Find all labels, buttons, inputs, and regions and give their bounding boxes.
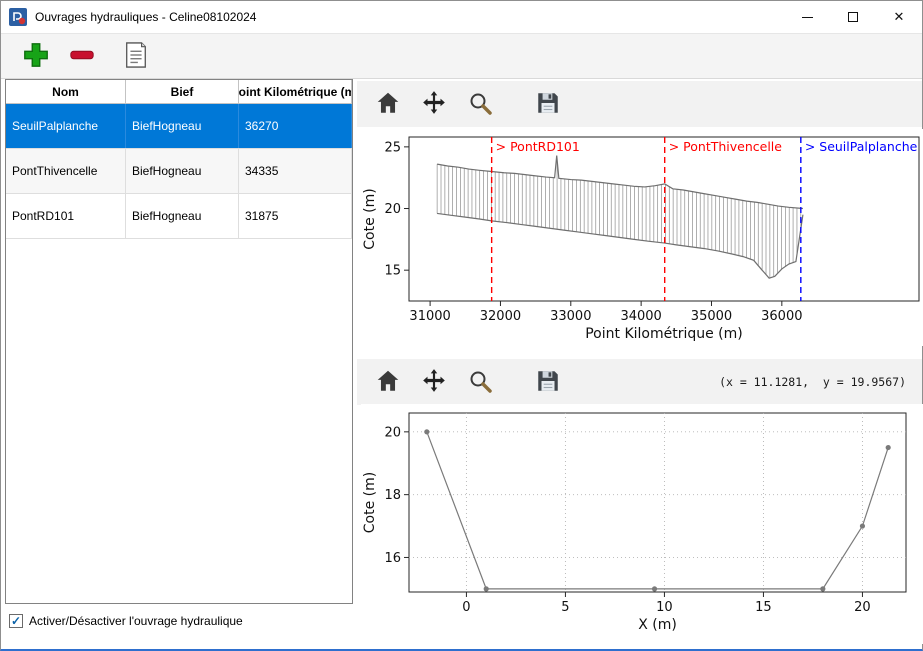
svg-text:Point Kilométrique (m): Point Kilométrique (m) — [585, 326, 743, 342]
save-button[interactable] — [531, 86, 565, 122]
activate-structure-checkbox[interactable]: ✓ — [9, 614, 23, 628]
app-icon — [9, 8, 27, 26]
minimize-button[interactable] — [784, 1, 830, 33]
save-icon — [535, 368, 561, 397]
cell-nom: SeuilPalplanche — [6, 104, 126, 148]
zoom-button[interactable] — [463, 86, 497, 122]
table-row[interactable]: SeuilPalplanche BiefHogneau 36270 — [6, 104, 352, 149]
activate-structure-checkbox-label: Activer/Désactiver l'ouvrage hydraulique — [29, 614, 243, 628]
save-button[interactable] — [531, 364, 565, 400]
svg-text:25: 25 — [384, 140, 401, 155]
minimize-icon — [801, 16, 813, 18]
svg-text:20: 20 — [384, 425, 401, 440]
cross-section-plot-toolbar: (x = 11.1281, y = 19.9567) — [357, 359, 922, 405]
zoom-icon — [467, 90, 493, 119]
svg-text:Cote (m): Cote (m) — [362, 472, 378, 533]
svg-text:15: 15 — [384, 264, 401, 279]
cell-pk: 31875 — [239, 194, 352, 238]
table-row[interactable]: PontRD101 BiefHogneau 31875 — [6, 194, 352, 239]
svg-text:15: 15 — [755, 600, 772, 615]
column-header-2[interactable]: Point Kilométrique (m) — [239, 80, 352, 103]
svg-text:36000: 36000 — [761, 309, 802, 324]
cell-nom: PontThivencelle — [6, 149, 126, 193]
svg-text:> PontThivencelle: > PontThivencelle — [669, 139, 783, 154]
cell-bief: BiefHogneau — [126, 194, 239, 238]
home-icon — [375, 90, 401, 119]
close-icon: ✕ — [893, 9, 905, 24]
svg-text:10: 10 — [656, 600, 673, 615]
pan-button[interactable] — [417, 364, 451, 400]
svg-text:31000: 31000 — [409, 309, 450, 324]
column-header-0[interactable]: Nom — [6, 80, 126, 103]
cell-pk: 34335 — [239, 149, 352, 193]
column-header-1[interactable]: Bief — [126, 80, 239, 103]
maximize-button[interactable] — [830, 1, 876, 33]
svg-text:Cote (m): Cote (m) — [362, 188, 378, 249]
notes-button[interactable] — [119, 38, 153, 74]
home-button[interactable] — [371, 86, 405, 122]
cell-pk: 36270 — [239, 104, 352, 148]
table-header: NomBiefPoint Kilométrique (m) — [6, 80, 352, 104]
longitudinal-profile-chart[interactable]: 31000 32000 33000 34000 35000 36000 15 20 25 Poin… — [361, 129, 923, 346]
maximize-icon — [848, 12, 858, 22]
svg-text:18: 18 — [384, 488, 401, 503]
svg-text:34000: 34000 — [620, 309, 661, 324]
save-icon — [535, 90, 561, 119]
pan-icon — [421, 368, 447, 397]
notes-icon — [123, 41, 149, 72]
main-toolbar — [1, 33, 922, 79]
table-body: SeuilPalplanche BiefHogneau 36270 PontThive… — [6, 104, 352, 239]
table-row[interactable]: PontThivencelle BiefHogneau 34335 — [6, 149, 352, 194]
cursor-coordinates-readout: (x = 11.1281, y = 19.9567) — [719, 375, 906, 389]
svg-text:32000: 32000 — [480, 309, 521, 324]
svg-text:20: 20 — [384, 202, 401, 217]
cell-bief: BiefHogneau — [126, 104, 239, 148]
profile-plot-toolbar — [357, 81, 922, 127]
zoom-icon — [467, 368, 493, 397]
svg-text:35000: 35000 — [691, 309, 732, 324]
add-structure-button[interactable] — [19, 38, 53, 74]
plus-icon — [22, 41, 50, 72]
svg-text:16: 16 — [384, 551, 401, 566]
pan-button[interactable] — [417, 86, 451, 122]
svg-text:X (m): X (m) — [638, 617, 677, 633]
home-icon — [375, 368, 401, 397]
zoom-button[interactable] — [463, 364, 497, 400]
home-button[interactable] — [371, 364, 405, 400]
close-button[interactable]: ✕ — [876, 1, 922, 33]
minus-icon — [68, 41, 96, 72]
svg-text:20: 20 — [854, 600, 871, 615]
svg-text:> SeuilPalplanche: > SeuilPalplanche — [805, 139, 918, 154]
svg-text:0: 0 — [462, 600, 470, 615]
structures-table: NomBiefPoint Kilométrique (m) SeuilPalpl… — [5, 79, 353, 604]
pan-icon — [421, 90, 447, 119]
cell-nom: PontRD101 — [6, 194, 126, 238]
window-title: Ouvrages hydrauliques - Celine08102024 — [35, 10, 257, 24]
remove-structure-button[interactable] — [65, 38, 99, 74]
svg-text:> PontRD101: > PontRD101 — [496, 139, 580, 154]
activate-structure-checkbox-row[interactable]: ✓ Activer/Désactiver l'ouvrage hydrauliq… — [9, 614, 243, 628]
window-controls: ✕ — [784, 1, 922, 33]
cross-section-chart[interactable]: 0 5 10 15 20 16 18 20 X (m) Cote (m) — [361, 404, 923, 644]
svg-text:33000: 33000 — [550, 309, 591, 324]
cell-bief: BiefHogneau — [126, 149, 239, 193]
title-bar: Ouvrages hydrauliques - Celine08102024 ✕ — [1, 1, 922, 33]
svg-text:5: 5 — [561, 600, 569, 615]
